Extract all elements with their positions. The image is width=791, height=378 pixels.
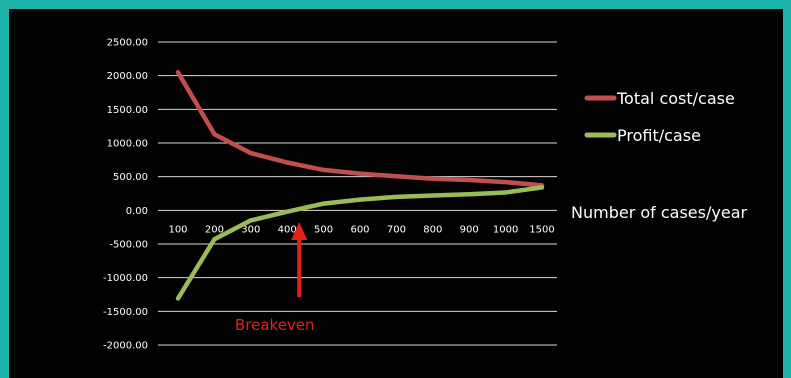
x-tick-label: 300 <box>241 224 260 235</box>
y-tick-label: 1500.00 <box>107 105 148 116</box>
breakeven-label: Breakeven <box>235 316 315 334</box>
x-tick-label: 700 <box>387 224 406 235</box>
series-lines <box>175 70 545 301</box>
y-tick-label: 500.00 <box>113 172 148 183</box>
x-tick-label: 900 <box>460 224 479 235</box>
x-tick-label: 1000 <box>493 224 518 235</box>
x-tick-label: 1500 <box>529 224 554 235</box>
x-tick-label: 400 <box>278 224 297 235</box>
legend-label: Total cost/case <box>616 89 735 108</box>
breakeven-annotation: Breakeven <box>235 222 315 334</box>
y-tick-label: 2000.00 <box>107 71 148 82</box>
x-tick-label: 800 <box>423 224 442 235</box>
chart-frame <box>9 9 783 378</box>
y-tick-label: 1000.00 <box>107 139 148 150</box>
y-tick-label: -1000.00 <box>103 273 148 284</box>
y-tick-label: -500.00 <box>109 240 148 251</box>
x-tick-label: 600 <box>350 224 369 235</box>
y-tick-label: -1500.00 <box>103 307 148 318</box>
x-tick-label: 200 <box>205 224 224 235</box>
x-axis-title: Number of cases/year <box>571 203 747 222</box>
y-tick-label: 0.00 <box>126 206 148 217</box>
legend-label: Profit/case <box>617 126 701 145</box>
legend: Total cost/case Profit/case <box>584 89 735 145</box>
series-line-profit <box>175 185 545 301</box>
gridlines <box>158 41 557 346</box>
x-axis: 100 200 300 400 500 600 700 800 900 1000 1500 <box>168 224 554 235</box>
breakeven-arrow-head <box>291 222 308 240</box>
y-tick-label: 2500.00 <box>107 38 148 49</box>
x-tick-label: 500 <box>314 224 333 235</box>
x-tick-label: 100 <box>168 224 187 235</box>
y-tick-label: -2000.00 <box>103 341 148 352</box>
series-line-total-cost <box>175 70 545 188</box>
y-axis: 2500.00 2000.00 1500.00 1000.00 500.00 0.00 -5… <box>103 38 148 352</box>
